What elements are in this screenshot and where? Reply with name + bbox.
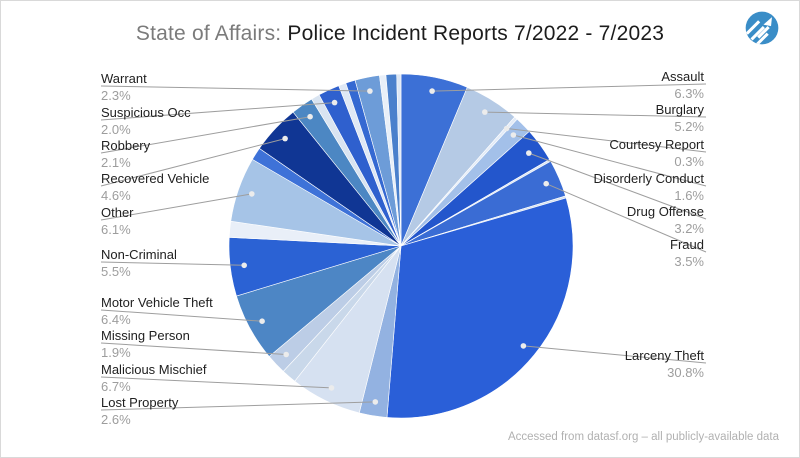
brand-logo-icon [745, 11, 779, 45]
callout-label-other: Other [101, 205, 134, 220]
leader-line-non-criminal [100, 261, 245, 266]
leader-line-larceny-theft [523, 345, 707, 364]
leader-dot-suspicious-occ [331, 99, 338, 106]
callout-pct-recovered-vehicle: 4.6% [101, 188, 131, 203]
attribution-text: Accessed from datasf.org – all publicly-… [507, 431, 779, 443]
callout-pct-larceny-theft: 30.8% [667, 365, 704, 380]
callout-label-non-criminal: Non-Criminal [101, 247, 177, 262]
callout-pct-assault: 6.3% [674, 86, 704, 101]
leader-line-other [100, 193, 252, 221]
callout-label-motor-vehicle-theft: Motor Vehicle Theft [101, 295, 213, 310]
leader-dot-robbery [307, 113, 313, 120]
brand-logo-arrowhead [763, 17, 772, 27]
callout-pct-drug-offense: 3.2% [674, 221, 704, 236]
leader-line-courtesy-report [506, 128, 707, 153]
leader-dot-other [249, 191, 255, 197]
callout-label-fraud: Fraud [670, 237, 704, 252]
leader-dot-recovered-vehicle [282, 135, 288, 142]
leader-dot-burglary [482, 109, 488, 115]
callout-pct-malicious-mischief: 6.7% [101, 379, 131, 394]
callout-pct-suspicious-occ: 2.0% [101, 122, 131, 137]
callout-label-suspicious-occ: Suspicious Occ [101, 105, 191, 120]
leader-line-fraud [546, 183, 707, 253]
brand-logo-stripes [745, 20, 770, 45]
callout-label-lost-property: Lost Property [101, 395, 179, 410]
leader-dot-courtesy-report [503, 125, 510, 132]
leader-line-disorderly-conduct [513, 134, 707, 187]
leader-line-missing-person [100, 342, 287, 355]
leader-line-burglary [484, 111, 707, 118]
callout-label-larceny-theft: Larceny Theft [624, 348, 704, 363]
leader-dot-drug-offense [526, 150, 532, 156]
callout-label-warrant: Warrant [101, 71, 147, 86]
leader-dot-disorderly-conduct [510, 132, 517, 138]
leader-dot-non-criminal [241, 262, 247, 269]
leader-line-suspicious-occ [100, 102, 335, 121]
callout-pct-disorderly-conduct: 1.6% [674, 188, 704, 203]
page-title-prefix: State of Affairs: [135, 22, 288, 45]
leader-line-robbery [100, 116, 311, 154]
callout-label-drug-offense: Drug Offense [626, 204, 704, 219]
leader-line-warrant [100, 85, 370, 92]
callout-label-recovered-vehicle: Recovered Vehicle [101, 171, 210, 186]
callout-pct-missing-person: 1.9% [101, 345, 131, 360]
leader-line-motor-vehicle-theft [100, 309, 263, 322]
callout-pct-burglary: 5.2% [674, 119, 704, 134]
leader-dot-malicious-mischief [328, 385, 335, 391]
callout-label-courtesy-report: Courtesy Report [609, 137, 704, 152]
callout-pct-fraud: 3.5% [674, 254, 704, 269]
callout-pct-lost-property: 2.6% [101, 412, 131, 427]
callout-label-malicious-mischief: Malicious Mischief [101, 362, 207, 377]
leader-dot-fraud [543, 180, 549, 187]
page-title-main: Police Incident Reports 7/2022 - 7/2023 [287, 22, 665, 45]
callout-pct-courtesy-report: 0.3% [674, 154, 704, 169]
callout-pct-warrant: 2.3% [101, 88, 131, 103]
leader-dot-assault [429, 88, 435, 94]
leader-line-assault [432, 83, 707, 92]
leader-line-recovered-vehicle [100, 138, 286, 187]
pie-slice-larceny-theft[interactable] [386, 197, 574, 419]
leader-dot-lost-property [372, 399, 379, 405]
callout-pct-motor-vehicle-theft: 6.4% [101, 312, 131, 327]
leader-lines [100, 83, 707, 411]
callout-label-assault: Assault [661, 69, 704, 84]
callout-pct-non-criminal: 5.5% [101, 264, 131, 279]
leader-line-drug-offense [528, 152, 707, 220]
leader-dot-motor-vehicle-theft [259, 318, 265, 325]
page-title: State of Affairs: Police Incident Report… [1, 22, 799, 46]
pie-slice-unlabeled-27[interactable] [396, 73, 402, 247]
leader-dot-missing-person [283, 351, 290, 358]
callout-label-burglary: Burglary [655, 102, 704, 117]
callout-pct-other: 6.1% [101, 222, 131, 237]
leader-dot-larceny-theft [520, 343, 527, 349]
callout-label-robbery: Robbery [101, 138, 151, 153]
pie-slices [228, 73, 574, 419]
leader-line-lost-property [100, 401, 376, 411]
callout-label-missing-person: Missing Person [101, 328, 190, 343]
callout-label-disorderly-conduct: Disorderly Conduct [593, 171, 704, 186]
callout-pct-robbery: 2.1% [101, 155, 131, 170]
leader-line-malicious-mischief [100, 376, 332, 389]
leader-dot-warrant [367, 88, 373, 94]
